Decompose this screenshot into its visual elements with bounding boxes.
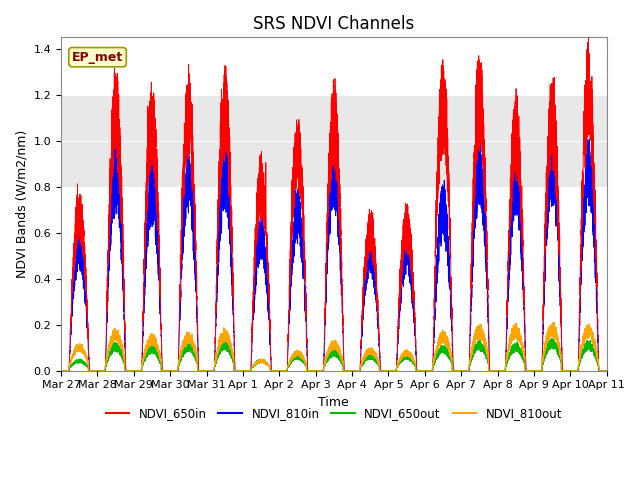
NDVI_650out <box>580 349 588 355</box>
NDVI_810in <box>243 368 250 373</box>
NDVI_650out <box>603 368 611 373</box>
Legend: NDVI_650in, NDVI_810in, NDVI_650out, NDVI_810out: NDVI_650in, NDVI_810in, NDVI_650out, NDV… <box>100 402 567 425</box>
NDVI_810out <box>456 368 463 373</box>
NDVI_650in <box>603 368 611 373</box>
Line: NDVI_650out: NDVI_650out <box>61 338 607 371</box>
NDVI_810in <box>547 123 554 129</box>
NDVI_650out <box>316 368 323 373</box>
NDVI_810in <box>472 225 479 231</box>
NDVI_650in <box>573 368 580 373</box>
NDVI_650in <box>472 173 479 179</box>
NDVI_810in <box>316 368 323 373</box>
Line: NDVI_810in: NDVI_810in <box>61 126 607 371</box>
NDVI_650in <box>456 368 463 373</box>
NDVI_810out <box>243 368 250 373</box>
NDVI_650out <box>548 336 556 341</box>
NDVI_810out <box>316 368 323 373</box>
Title: SRS NDVI Channels: SRS NDVI Channels <box>253 15 415 33</box>
NDVI_810out <box>573 368 581 373</box>
NDVI_650in <box>585 33 593 39</box>
NDVI_650out <box>243 368 250 373</box>
Y-axis label: NDVI Bands (W/m2/nm): NDVI Bands (W/m2/nm) <box>15 130 28 278</box>
Line: NDVI_650in: NDVI_650in <box>61 36 607 371</box>
NDVI_810out <box>549 319 557 325</box>
NDVI_650in <box>316 368 323 373</box>
NDVI_650in <box>243 368 250 373</box>
X-axis label: Time: Time <box>319 396 349 409</box>
NDVI_810in <box>573 368 581 373</box>
NDVI_810in <box>580 208 588 214</box>
NDVI_650out <box>573 368 581 373</box>
NDVI_810out <box>57 368 65 373</box>
NDVI_650out <box>57 368 65 373</box>
NDVI_650out <box>472 343 479 349</box>
Text: EP_met: EP_met <box>72 51 123 64</box>
NDVI_810out <box>580 338 588 344</box>
NDVI_810out <box>472 332 479 338</box>
NDVI_650in <box>57 368 65 373</box>
NDVI_650out <box>456 368 463 373</box>
Bar <box>61 95 607 187</box>
Line: NDVI_810out: NDVI_810out <box>61 322 607 371</box>
NDVI_650in <box>580 108 588 114</box>
NDVI_810in <box>456 368 463 373</box>
NDVI_810out <box>603 368 611 373</box>
NDVI_810in <box>57 368 65 373</box>
NDVI_810in <box>603 368 611 373</box>
